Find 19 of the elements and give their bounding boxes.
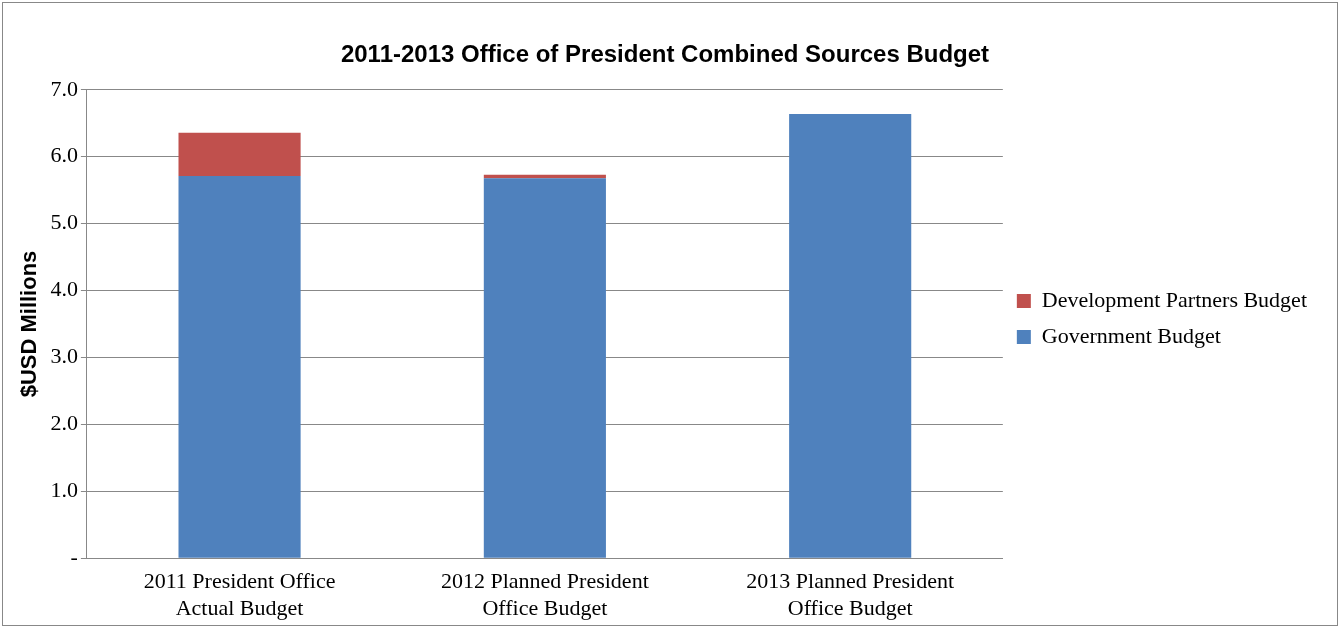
x-tick-label: 2012 Planned President Office Budget — [440, 568, 649, 620]
y-tick-label: 3.0 — [50, 343, 78, 369]
bar — [483, 178, 606, 558]
x-tick-label: 2013 Planned President Office Budget — [746, 568, 955, 620]
y-tick-label: 2.0 — [50, 410, 78, 436]
y-tick-label: 4.0 — [50, 276, 78, 302]
y-tick-label: - — [70, 543, 78, 569]
legend-label: Development Partners Budget — [1041, 286, 1308, 312]
y-axis-title: $USD Millions — [16, 250, 42, 398]
chart-title: 2011-2013 Office of President Combined Sources Budget — [340, 40, 990, 68]
bar — [178, 132, 301, 177]
legend-label: Government Budget — [1041, 322, 1221, 348]
y-tick-label: 5.0 — [50, 209, 78, 235]
bar — [178, 176, 301, 558]
x-tick-label: 2011 President Office Actual Budget — [143, 568, 336, 620]
y-tick-label: 7.0 — [50, 75, 78, 101]
y-tick-label: 1.0 — [50, 477, 78, 503]
y-tick-label: 6.0 — [50, 142, 78, 168]
bar — [789, 113, 912, 558]
